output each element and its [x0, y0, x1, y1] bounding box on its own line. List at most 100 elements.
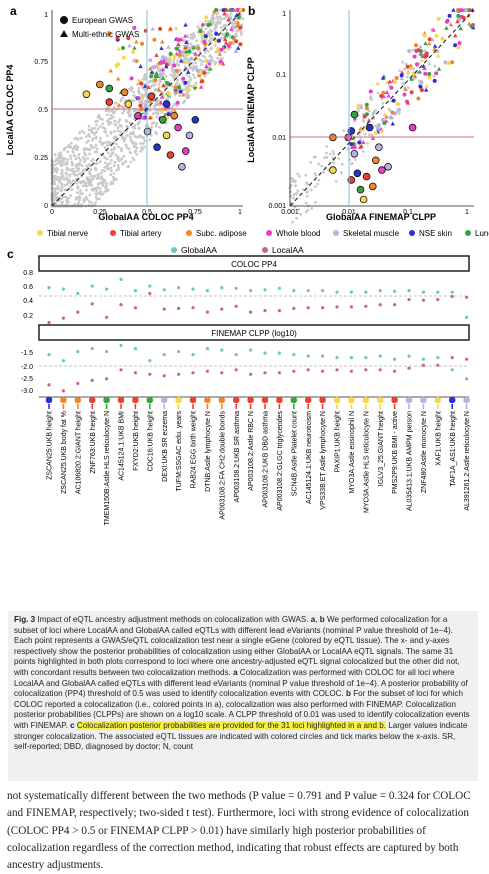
background-point [103, 127, 107, 130]
finemap-dot-localaa [220, 371, 224, 375]
background-point [186, 92, 190, 96]
panel-c: GlobalAA LocalAA COLOC PP4 FINEMAP CLPP … [21, 245, 471, 525]
panel-b: LocalAA FINEMAP CLPP GlobalAA FINEMAP CL… [246, 7, 476, 224]
background-point [64, 171, 68, 175]
background-point [153, 83, 157, 87]
background-point [213, 44, 217, 47]
colored-triangle [154, 101, 159, 106]
panel-a: LocalAA COLOC PP4 GlobalAA COLOC PP4 0 0… [5, 7, 246, 222]
background-point [190, 34, 194, 37]
highlighted-locus-point [134, 112, 142, 120]
background-point [120, 157, 124, 160]
locus-label: AL391261.2:Astle reticulocyte N [464, 411, 471, 511]
background-point [77, 156, 81, 160]
highlighted-locus-point [191, 116, 200, 124]
background-point [159, 80, 163, 84]
colored-triangle [158, 100, 164, 105]
tissue-marker [132, 396, 139, 404]
background-point [121, 111, 125, 115]
locus-label: ZNF763:UKB height [90, 411, 97, 474]
locus-label: IGLV3_25:GIANT height [378, 411, 385, 486]
background-point [356, 107, 360, 111]
background-point [132, 99, 136, 103]
background-point [96, 186, 99, 189]
locus-label: SCN4B:Astle Platelet count [291, 411, 298, 496]
background-point [158, 125, 161, 129]
highlighted-locus-point [105, 98, 114, 106]
background-point [109, 121, 113, 125]
locus-label: AC145124.1:UKB BMI [119, 411, 126, 481]
colored-point [228, 41, 233, 46]
tissue-legend-swatch [37, 230, 43, 236]
coloc-dot-globalaa [393, 289, 397, 293]
colored-triangle [223, 37, 228, 42]
background-point [99, 125, 102, 128]
coloc-dot-localaa [249, 310, 253, 314]
tissue-legend-label: Subc. adipose [196, 229, 247, 238]
background-point [367, 109, 371, 113]
background-point [182, 59, 186, 63]
background-point [54, 159, 57, 163]
panel-letter-a: a [10, 4, 17, 18]
background-point [127, 147, 131, 151]
finemap-dot-globalaa [76, 350, 80, 354]
background-point [100, 175, 104, 179]
finemap-dot-localaa [364, 368, 368, 372]
colored-point [219, 47, 224, 52]
colored-triangle [422, 66, 427, 71]
background-point [219, 36, 223, 40]
background-point [235, 29, 239, 32]
finemap-dot-globalaa [47, 353, 51, 357]
colored-triangle [176, 41, 181, 46]
background-point [240, 33, 243, 36]
colored-triangle [172, 108, 178, 113]
colored-triangle [161, 83, 166, 88]
legend-triangle-icon [60, 30, 68, 37]
background-point [110, 152, 114, 156]
colored-point [380, 117, 385, 122]
coloc-dot-globalaa [306, 289, 310, 293]
tissue-marker [160, 396, 168, 404]
highlighted-locus-point [359, 195, 368, 204]
background-point [196, 25, 200, 29]
finemap-ytick: -1.5 [21, 350, 33, 357]
colored-triangle [116, 46, 121, 51]
background-point [98, 139, 102, 143]
tissue-marker [463, 396, 470, 404]
finemap-title: FINEMAP CLPP (log10) [211, 329, 297, 338]
background-point [402, 82, 406, 86]
background-point [134, 142, 138, 146]
colored-point [445, 19, 449, 24]
background-point [80, 129, 84, 133]
colored-point [176, 85, 181, 90]
tissue-marker [261, 396, 269, 404]
colored-triangle [180, 52, 186, 57]
background-point [55, 157, 58, 161]
background-point [76, 202, 80, 206]
colored-point [394, 76, 399, 80]
colored-triangle [149, 69, 155, 74]
background-point [201, 59, 205, 63]
coloc-dot-globalaa [234, 286, 238, 290]
background-point [191, 68, 195, 72]
background-point [109, 173, 112, 177]
finemap-dot-localaa [119, 368, 123, 372]
tissue-marker [232, 396, 240, 404]
background-point [331, 156, 335, 159]
coloc-dot-globalaa [205, 289, 209, 293]
coloc-dot-globalaa [407, 289, 411, 293]
colored-point [419, 80, 424, 85]
background-point [76, 185, 80, 189]
background-point [67, 200, 70, 204]
colored-triangle [173, 90, 179, 95]
colored-point [153, 64, 158, 69]
background-point [67, 181, 70, 185]
panel-a-ytick: 1 [44, 12, 48, 19]
background-point [84, 182, 88, 185]
background-point [96, 182, 100, 186]
background-point [172, 68, 175, 72]
background-point [208, 34, 212, 38]
coloc-dot-localaa [407, 297, 411, 302]
background-point [139, 150, 143, 153]
caption-fig-label: Fig. 3 [14, 615, 36, 624]
